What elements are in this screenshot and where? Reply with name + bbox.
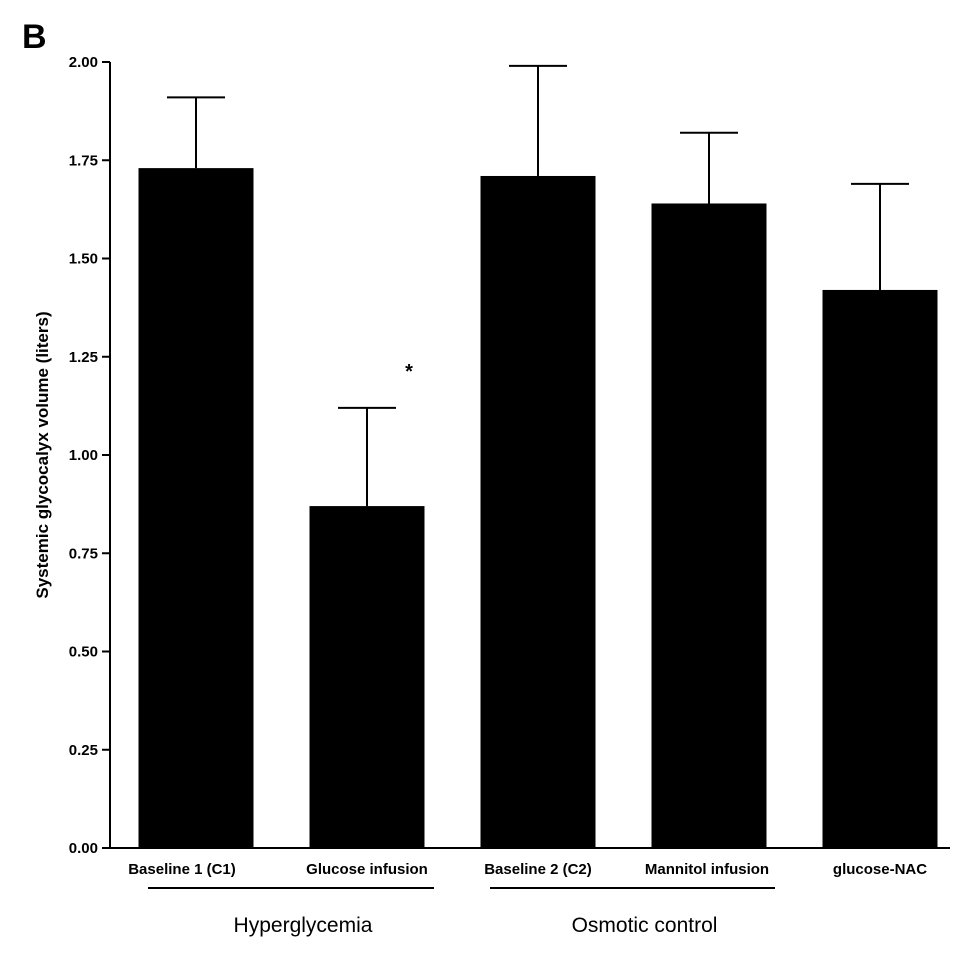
y-tick-label: 2.00 <box>69 54 98 71</box>
bar <box>651 203 767 849</box>
y-tick-label: 1.75 <box>69 152 98 169</box>
category-label: Baseline 2 (C2) <box>484 861 592 878</box>
y-axis-label: Systemic glycocalyx volume (liters) <box>33 311 52 598</box>
y-tick-label: 0.50 <box>69 644 98 661</box>
bar-group <box>480 64 596 849</box>
category-label: Glucose infusion <box>306 861 428 878</box>
y-tick-label: 1.25 <box>69 349 98 366</box>
y-tick-label: 1.00 <box>69 447 98 464</box>
group-label: Hyperglycemia <box>234 914 373 937</box>
bar-group <box>651 131 767 849</box>
category-label: glucose-NAC <box>833 861 927 878</box>
y-tick-label: 1.50 <box>69 251 98 268</box>
significance-asterisk: * <box>405 361 413 383</box>
category-label: Mannitol infusion <box>645 861 769 878</box>
bar <box>138 168 254 849</box>
group-label: Osmotic control <box>572 914 718 937</box>
y-tick-label: 0.00 <box>69 840 98 857</box>
bar <box>822 289 938 848</box>
bar <box>309 506 425 848</box>
bar-group <box>309 406 425 848</box>
bars: * <box>138 64 938 849</box>
bar-group <box>822 182 938 848</box>
category-label: Baseline 1 (C1) <box>128 861 236 878</box>
bar-group <box>138 96 254 849</box>
y-tick-label: 0.25 <box>69 742 98 759</box>
bar <box>480 175 596 849</box>
group-labels: Hyperglycemia Osmotic control <box>148 887 775 937</box>
category-labels: Baseline 1 (C1) Glucose infusion Baseline … <box>128 861 927 878</box>
panel-label: B <box>22 18 47 56</box>
y-tick-label: 0.75 <box>69 545 98 562</box>
